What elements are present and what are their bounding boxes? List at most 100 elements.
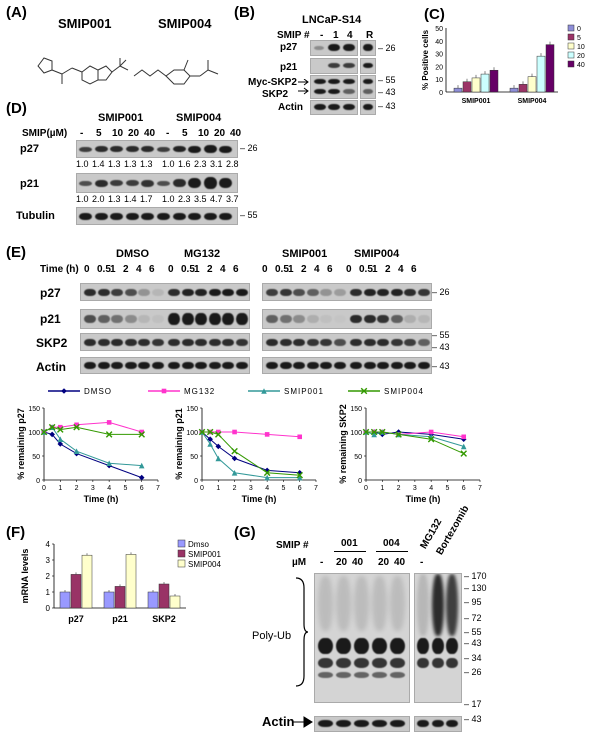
e-ylabel: % remaining p27 (16, 408, 26, 480)
g-band (318, 658, 333, 668)
e-band (124, 362, 137, 369)
e-band (97, 338, 110, 346)
d-conc-label: 10 (198, 128, 210, 139)
e-band (333, 338, 346, 346)
row-label-b-p27: p27 (280, 42, 298, 53)
e-band (377, 338, 389, 346)
e-band (97, 315, 110, 323)
g-band (417, 638, 429, 654)
e-band (404, 288, 416, 296)
f-legend-swatch (177, 549, 186, 558)
compound-smip001-label: SMIP001 (58, 16, 112, 31)
c-bar (518, 84, 528, 93)
e-ytick-label: 150 (186, 406, 198, 413)
e-xlabel: Time (h) (406, 494, 441, 504)
blot-b-p27-r (360, 40, 376, 56)
e-series-line (201, 431, 300, 479)
e-band (377, 362, 389, 369)
e-band (293, 288, 305, 296)
e-series-line (201, 431, 300, 474)
e-band (222, 362, 234, 369)
d-p27-value: 1.4 (92, 159, 105, 169)
c-xtick-label: SMIP001 (462, 98, 491, 105)
lane-label-b-4: R (366, 30, 374, 41)
c-ytick-label: 50 (435, 26, 443, 33)
e-band (151, 338, 164, 346)
compound-smip004-label: SMIP004 (158, 16, 212, 31)
d-band (157, 212, 170, 220)
e-legend-label: SMIP001 (284, 387, 324, 396)
e-band (195, 313, 207, 325)
e-time-label: 1 (194, 264, 200, 275)
e-point (73, 448, 80, 454)
g-smear (318, 576, 333, 631)
e-cond-dmso: DMSO (116, 248, 149, 260)
e-band (84, 315, 96, 323)
e-point (297, 434, 303, 440)
e-xtick-label: 3 (413, 485, 417, 492)
e-band (404, 362, 416, 369)
e-band (84, 362, 96, 369)
e-band (111, 315, 123, 323)
f-xtick-label: p21 (112, 614, 128, 624)
e-series-line (202, 431, 300, 476)
e-band (417, 338, 430, 346)
e-time-label: 2 (207, 264, 213, 275)
e-band (279, 288, 292, 296)
e-band (293, 338, 305, 346)
g-mw-label: – 26 (464, 667, 482, 677)
e-band (320, 288, 332, 296)
d-band (110, 212, 124, 220)
d-p21-value: 2.3 (178, 194, 191, 204)
d-band (172, 179, 186, 187)
c-ytick-label: 10 (435, 77, 443, 84)
e-band (390, 288, 403, 296)
lane-label-b-3: 4 (347, 30, 353, 41)
g-mw-label: – 170 (464, 571, 487, 581)
e-xtick-label: 1 (216, 485, 220, 492)
e-band (306, 315, 319, 323)
e-point (57, 436, 64, 442)
e-band (208, 338, 221, 346)
c-legend-swatch (567, 24, 575, 32)
mw-e-26: – 26 (432, 287, 450, 297)
e-xlabel: Time (h) (84, 494, 119, 504)
c-legend-swatch (567, 33, 575, 41)
e-band (138, 338, 150, 346)
e-band (320, 338, 332, 346)
e-band (195, 338, 207, 346)
g-band (354, 658, 369, 668)
g-band (354, 672, 369, 678)
e-xlabel: Time (h) (242, 494, 277, 504)
d-band (125, 146, 139, 152)
e-band (168, 338, 180, 346)
f-bar (114, 586, 126, 609)
e-band (168, 313, 180, 325)
blot-d-p27 (76, 140, 238, 158)
e-band (124, 338, 137, 346)
e-point (427, 435, 435, 443)
d-smip-label: SMIP(µM) (22, 128, 68, 139)
d-band (94, 212, 108, 220)
g-actin-label: Actin (262, 714, 295, 729)
mw-d-55: – 55 (240, 210, 258, 220)
f-legend-label: Dmso (188, 540, 209, 549)
e-ytick-label: 150 (28, 406, 40, 413)
e-point (48, 423, 56, 431)
d-band (188, 212, 202, 220)
panel-label-a: (A) (6, 4, 27, 21)
blot-b-p21 (310, 58, 358, 74)
g-band (318, 672, 333, 678)
e-blot (262, 357, 432, 374)
d-row-p21: p21 (20, 178, 39, 190)
chart-remaining-skp2: 0 50 100 150 0 1 2 3 4 5 6 7 Time (h) % remaining SKP… (338, 404, 482, 504)
e-blot (80, 309, 250, 329)
e-ytick-label: 100 (28, 430, 40, 437)
d-p21-value: 3.5 (194, 194, 207, 204)
g-band (336, 638, 351, 654)
e-band (279, 315, 292, 323)
e-band (222, 338, 234, 346)
e-xtick-label: 0 (364, 485, 368, 492)
d-band (172, 146, 186, 152)
